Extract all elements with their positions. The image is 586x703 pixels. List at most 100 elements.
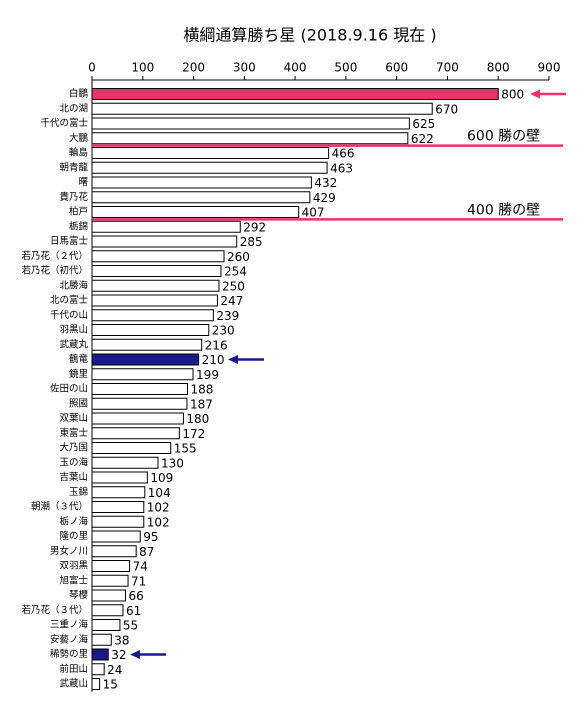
y-tick-label: 三重ノ海 [50, 619, 89, 631]
y-tick-label: 大乃国 [59, 442, 88, 454]
y-tick-label: 安藝ノ海 [50, 633, 89, 645]
bar [91, 589, 127, 602]
bar [91, 191, 311, 204]
data-label: 71 [131, 574, 146, 588]
data-label: 285 [240, 235, 263, 249]
bar [91, 161, 328, 174]
data-label: 407 [302, 206, 325, 220]
data-label: 38 [114, 633, 129, 647]
y-tick-label: 佐田の山 [50, 383, 88, 395]
x-tick-label: 500 [334, 61, 357, 75]
y-tick-label: 隆の里 [59, 530, 88, 542]
y-tick-label: 琴櫻 [69, 589, 89, 601]
data-label: 172 [182, 427, 205, 441]
y-tick-label: 吉葉山 [59, 471, 88, 483]
y-tick-label: 玉錦 [69, 486, 88, 498]
bar [91, 353, 200, 366]
x-tick-label: 300 [233, 61, 256, 75]
bar [91, 560, 131, 572]
bar [91, 117, 410, 130]
y-tick-label: 鏡里 [69, 368, 88, 380]
bar [91, 427, 180, 440]
y-tick-label: 玉の海 [59, 456, 88, 468]
data-label: 210 [202, 353, 225, 367]
bar [91, 648, 109, 661]
bar [91, 412, 184, 425]
y-tick-label: 東富士 [59, 427, 88, 439]
data-label: 260 [227, 250, 250, 264]
data-label: 24 [107, 663, 122, 677]
y-tick-label: 北の湖 [59, 103, 88, 114]
data-label: 32 [111, 648, 126, 662]
y-tick-label: 千代の富士 [40, 117, 88, 129]
y-tick-label: 白鵬 [69, 88, 89, 100]
y-tick-label: 栃ノ海 [59, 515, 88, 527]
y-tick-label: 柏戸 [69, 206, 88, 218]
y-tick-label: 若乃花（初代） [21, 265, 88, 277]
x-tick-label: 200 [182, 61, 205, 75]
data-label: 230 [212, 324, 235, 338]
data-label: 74 [133, 560, 148, 574]
bar [91, 309, 214, 322]
bar [91, 220, 241, 233]
bar [91, 176, 312, 189]
bar [91, 147, 330, 159]
y-tick-label: 羽黒山 [59, 325, 88, 336]
data-label: 109 [150, 471, 173, 485]
x-tick-label: 600 [385, 61, 408, 75]
x-tick-label: 0 [88, 61, 96, 75]
data-label: 102 [147, 515, 170, 529]
arrow-head [530, 89, 540, 99]
arrow-head [228, 355, 238, 364]
data-label: 188 [190, 383, 213, 397]
data-label: 250 [222, 279, 245, 293]
y-tick-label: 朝潮（３代） [31, 501, 88, 513]
data-label: 463 [330, 161, 353, 175]
y-tick-label: 男女ノ川 [50, 545, 88, 557]
x-tick-label: 400 [284, 61, 307, 75]
data-label: 95 [143, 530, 158, 544]
chart-title: 横綱通算勝ち星 (2018.9.16 現在 ) [183, 26, 436, 45]
bar [91, 619, 121, 631]
bar [91, 663, 105, 676]
y-tick-label: 旭富士 [59, 574, 88, 586]
data-label: 466 [332, 147, 355, 161]
bar [91, 383, 188, 395]
bar [91, 132, 409, 145]
bar [91, 235, 238, 248]
bar [91, 545, 137, 558]
bar [91, 88, 499, 100]
data-label: 429 [313, 191, 336, 205]
data-label: 670 [435, 102, 458, 116]
bar [91, 442, 172, 454]
x-tick-label: 800 [487, 61, 510, 75]
y-tick-label: 北の富士 [50, 294, 89, 306]
data-label: 87 [139, 545, 154, 559]
bar [91, 265, 222, 277]
y-tick-label: 日馬富士 [50, 235, 89, 247]
data-label: 61 [126, 604, 141, 618]
y-tick-label: 武蔵丸 [59, 338, 88, 350]
bar [91, 338, 203, 351]
data-label: 216 [205, 338, 228, 352]
data-label: 239 [216, 309, 239, 323]
y-tick-label: 若乃花（２代） [21, 250, 88, 262]
bar [91, 501, 145, 513]
y-tick-label: 大鵬 [69, 132, 89, 144]
y-tick-label: 鶴竜 [69, 353, 89, 365]
y-tick-label: 千代の山 [50, 310, 88, 321]
bar [91, 397, 188, 410]
bar [91, 294, 218, 307]
bar [91, 486, 146, 499]
data-label: 104 [148, 486, 171, 500]
data-label: 800 [501, 88, 524, 102]
bar [91, 515, 145, 528]
annotation: 400 勝の壁 [467, 202, 540, 218]
data-label: 199 [196, 368, 219, 382]
y-tick-label: 照國 [69, 398, 88, 409]
bar [91, 456, 159, 469]
data-label: 15 [103, 678, 118, 692]
y-tick-label: 貴乃花 [59, 191, 88, 203]
y-tick-label: 若乃花（３代） [21, 604, 88, 616]
